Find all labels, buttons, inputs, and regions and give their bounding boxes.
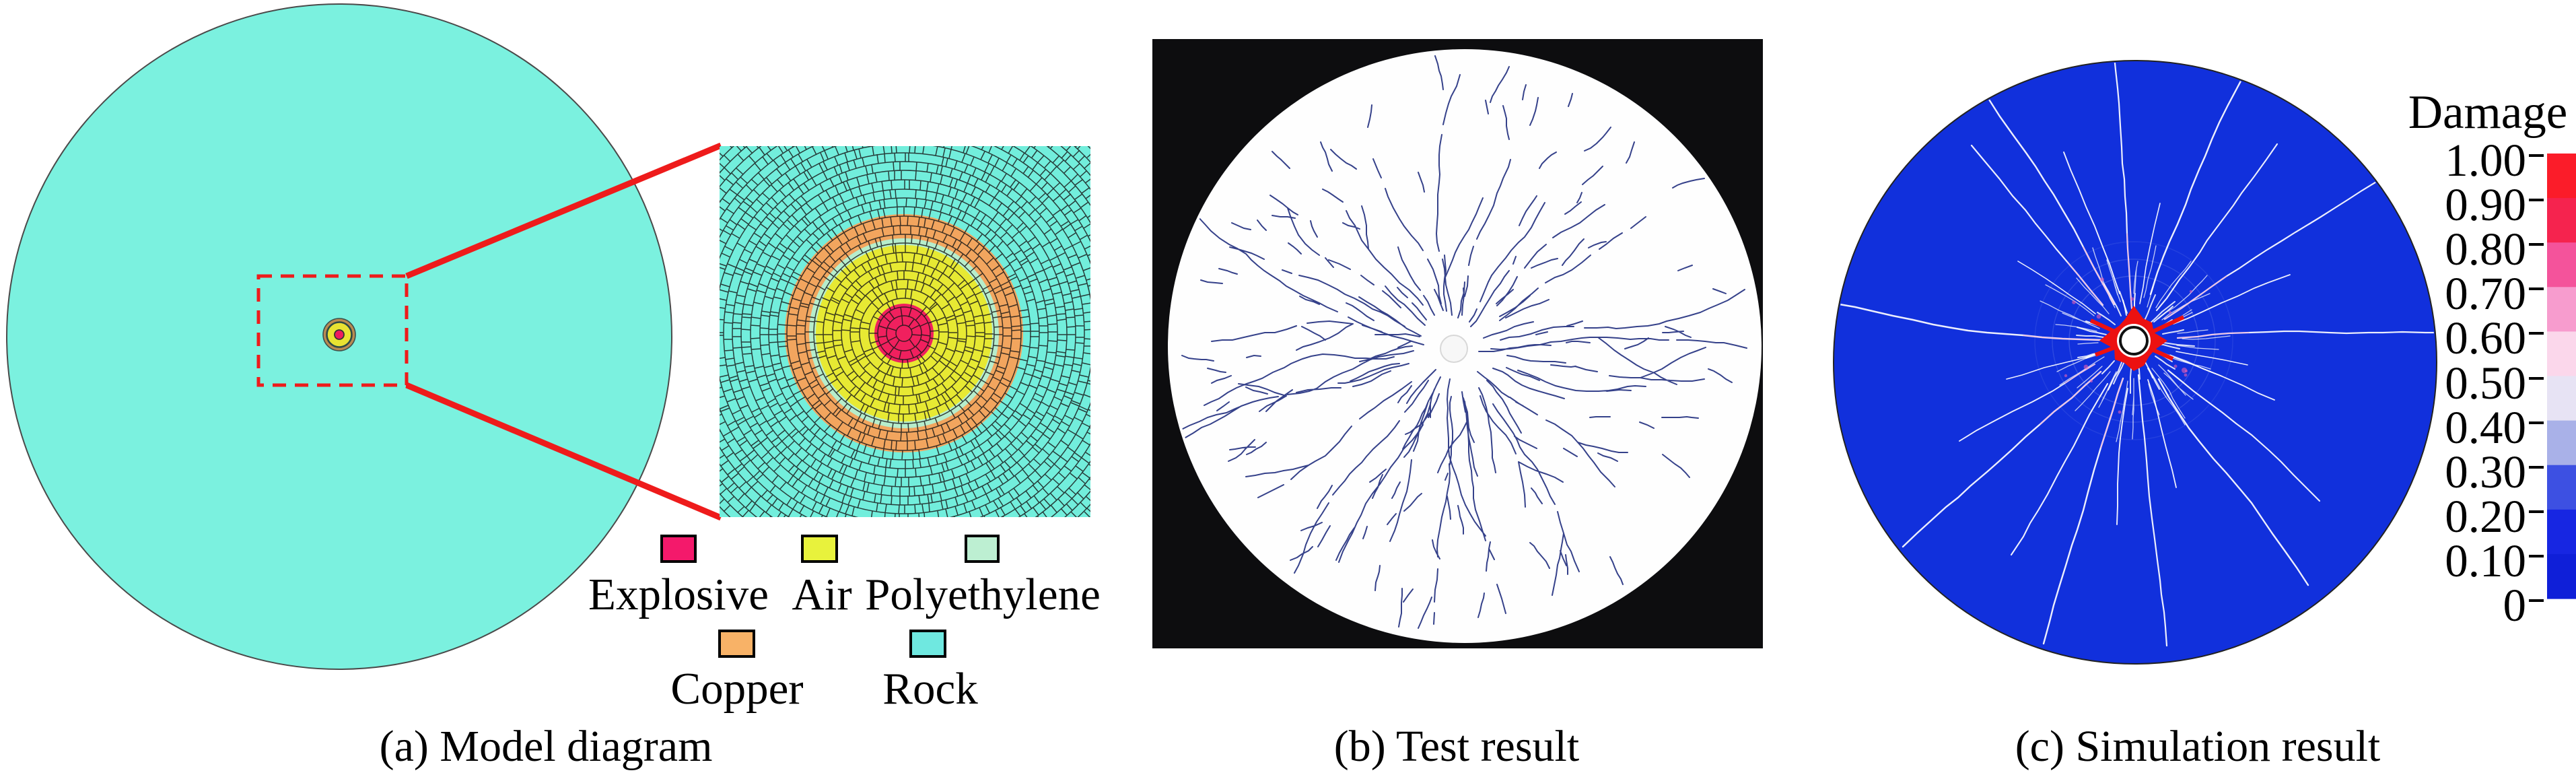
svg-text:0.80: 0.80 (2445, 224, 2526, 275)
svg-text:0.90: 0.90 (2445, 179, 2526, 230)
svg-text:(b) Test result: (b) Test result (1334, 722, 1579, 771)
svg-text:0.70: 0.70 (2445, 268, 2526, 319)
svg-text:(c) Simulation result: (c) Simulation result (2015, 722, 2381, 771)
svg-text:0: 0 (2503, 580, 2527, 631)
svg-text:Air: Air (792, 570, 851, 619)
svg-text:0.50: 0.50 (2445, 358, 2526, 409)
svg-text:0.60: 0.60 (2445, 312, 2526, 364)
svg-text:Copper: Copper (670, 664, 803, 714)
svg-text:0.10: 0.10 (2445, 535, 2526, 586)
svg-text:Damage: Damage (2408, 86, 2568, 139)
svg-text:0.30: 0.30 (2445, 446, 2526, 498)
svg-text:(a) Model diagram: (a) Model diagram (380, 722, 713, 771)
svg-text:1.00: 1.00 (2445, 135, 2526, 186)
svg-text:Polyethylene: Polyethylene (865, 570, 1101, 619)
svg-text:Rock: Rock (882, 664, 978, 714)
svg-text:0.20: 0.20 (2445, 491, 2526, 542)
svg-text:Explosive: Explosive (588, 570, 769, 619)
svg-text:0.40: 0.40 (2445, 402, 2526, 453)
